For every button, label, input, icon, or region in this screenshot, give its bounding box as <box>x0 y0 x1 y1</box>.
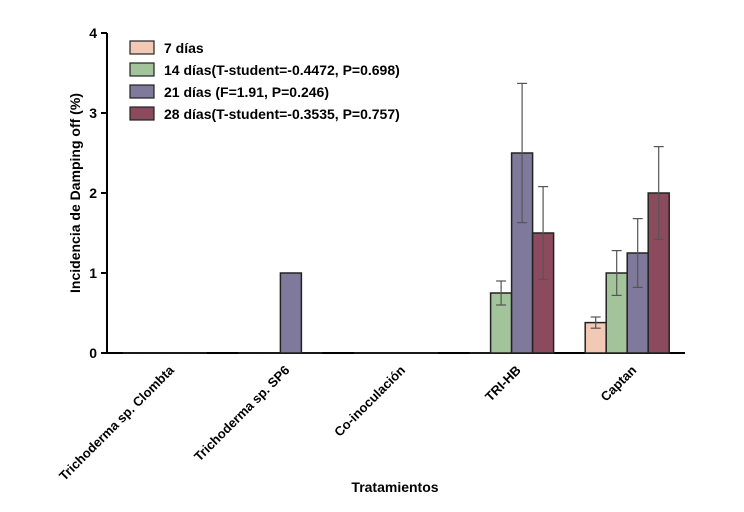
y-tick-label: 1 <box>89 265 97 281</box>
legend-label: 28 días(T-student=-0.3535, P=0.757) <box>164 106 400 122</box>
x-tick-label: Captan <box>598 362 640 404</box>
bar <box>279 272 303 354</box>
axes <box>101 32 685 354</box>
bars <box>122 82 670 354</box>
y-tick-label: 0 <box>89 345 97 361</box>
x-tick-label: Trichoderma sp. Clombta <box>56 362 177 483</box>
legend-swatch <box>129 106 155 121</box>
legend-swatch <box>129 40 155 55</box>
y-tick-label: 2 <box>89 185 97 201</box>
x-tick-label: TRI-HB <box>482 363 524 405</box>
legend-swatch <box>129 62 155 77</box>
x-tick-label: Trichoderma sp. SP6 <box>191 363 293 465</box>
x-tick-label: Co-inoculación <box>331 362 408 439</box>
y-tick-label: 4 <box>89 25 97 41</box>
legend: 7 días 14 días(T-student=-0.4472, P=0.698… <box>129 40 400 122</box>
legend-label: 14 días(T-student=-0.4472, P=0.698) <box>164 62 400 78</box>
y-axis-title: Incidencia de Damping off (%) <box>67 93 83 293</box>
legend-swatch <box>129 84 155 99</box>
x-axis-title: Tratamientos <box>351 479 438 495</box>
y-tick-label: 3 <box>89 105 97 121</box>
legend-label: 21 días (F=1.91, P=0.246) <box>164 84 329 100</box>
legend-label: 7 días <box>164 40 204 56</box>
